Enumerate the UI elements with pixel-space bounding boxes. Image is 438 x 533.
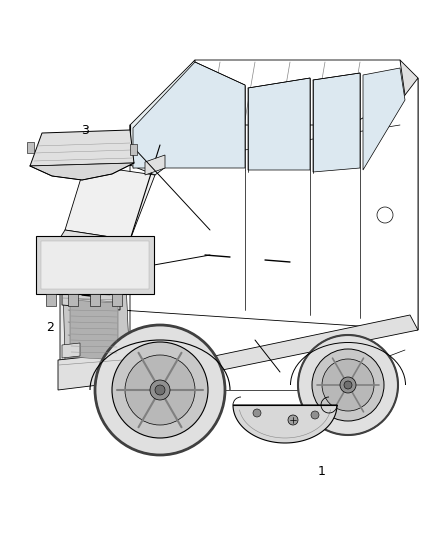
Text: 2: 2 (46, 321, 54, 334)
Text: 1: 1 (318, 465, 326, 478)
Polygon shape (58, 353, 123, 390)
Polygon shape (60, 230, 130, 248)
Polygon shape (313, 73, 360, 172)
Polygon shape (90, 294, 100, 306)
Circle shape (155, 385, 165, 395)
Polygon shape (27, 142, 34, 153)
Polygon shape (62, 248, 130, 370)
Polygon shape (62, 343, 80, 358)
Polygon shape (248, 78, 310, 170)
Polygon shape (145, 155, 165, 175)
Circle shape (298, 335, 398, 435)
Circle shape (322, 359, 374, 411)
Text: 3: 3 (81, 124, 89, 137)
Polygon shape (36, 236, 154, 294)
Polygon shape (62, 255, 120, 310)
Polygon shape (30, 130, 134, 166)
Polygon shape (400, 60, 418, 330)
Polygon shape (100, 315, 418, 395)
Circle shape (340, 377, 356, 393)
Polygon shape (62, 250, 110, 265)
Circle shape (311, 411, 319, 419)
Circle shape (95, 325, 225, 455)
Polygon shape (65, 165, 155, 240)
Circle shape (150, 380, 170, 400)
Circle shape (288, 415, 298, 425)
Polygon shape (133, 62, 245, 168)
Polygon shape (70, 270, 110, 295)
Polygon shape (130, 144, 137, 155)
Polygon shape (363, 68, 405, 170)
Polygon shape (112, 294, 122, 306)
Polygon shape (70, 300, 118, 360)
Circle shape (344, 381, 352, 389)
Circle shape (125, 355, 195, 425)
Polygon shape (41, 241, 149, 289)
Polygon shape (60, 238, 125, 380)
Polygon shape (130, 60, 195, 175)
Polygon shape (233, 405, 337, 443)
Circle shape (112, 342, 208, 438)
Polygon shape (68, 294, 78, 306)
Circle shape (312, 349, 384, 421)
Polygon shape (100, 78, 418, 390)
Polygon shape (46, 294, 56, 306)
Polygon shape (30, 163, 134, 180)
Circle shape (253, 409, 261, 417)
Polygon shape (155, 60, 405, 125)
